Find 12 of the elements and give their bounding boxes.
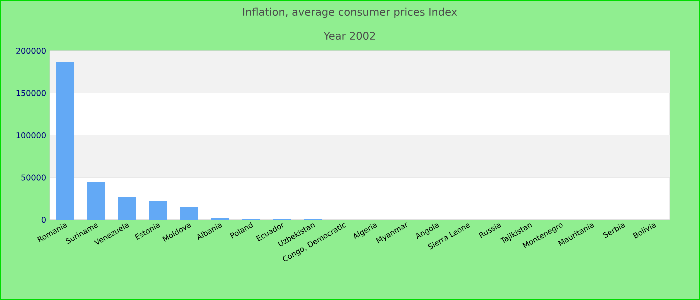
chart-title: Inflation, average consumer prices Index (243, 8, 458, 18)
y-tick-label: 150000 (16, 90, 46, 96)
bar (180, 207, 199, 220)
y-tick-label: 200000 (16, 48, 46, 54)
y-tick-label: 0 (42, 216, 46, 224)
bar (118, 197, 137, 220)
bar (88, 182, 106, 220)
y-tick-label: 50000 (22, 174, 46, 181)
bar (150, 201, 168, 220)
bar (56, 62, 75, 220)
y-tick-label: 100000 (16, 132, 46, 139)
chart-subtitle: Year 2002 (324, 32, 376, 40)
